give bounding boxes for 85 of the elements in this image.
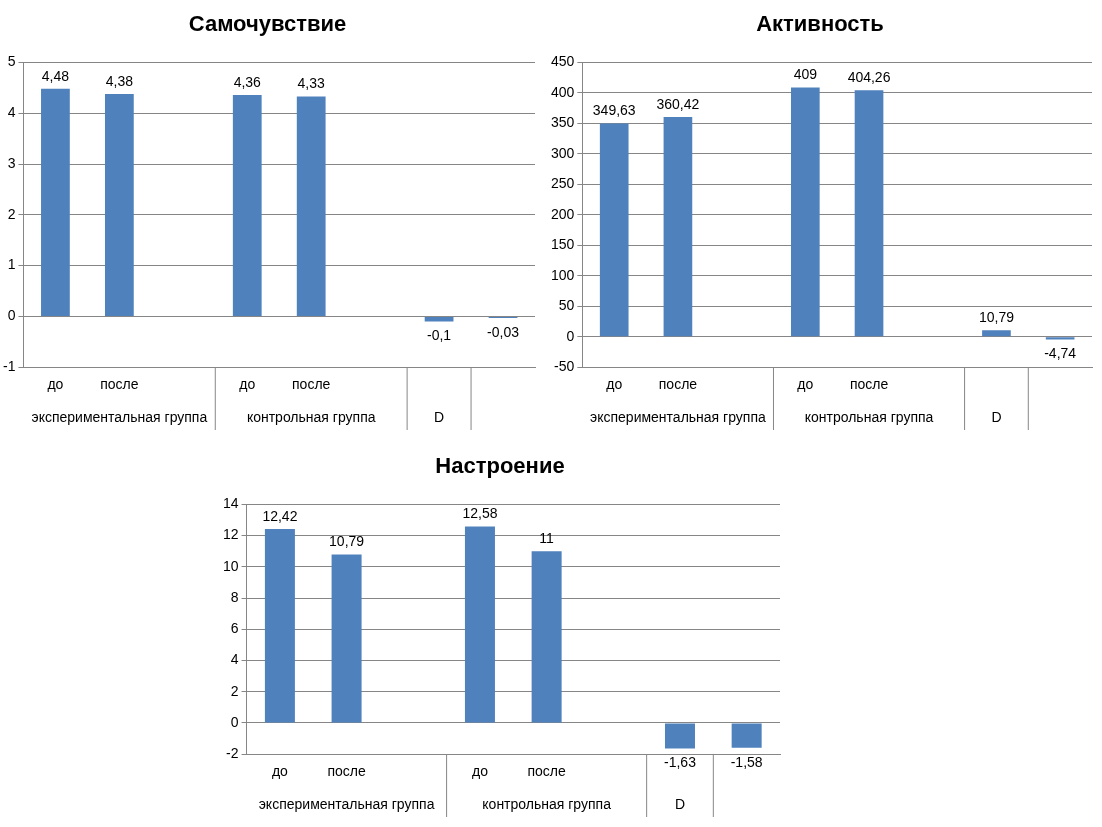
y-tick-label: 4 xyxy=(7,104,16,121)
bar xyxy=(1045,337,1075,340)
bar xyxy=(790,87,820,337)
bar xyxy=(41,88,70,316)
bar xyxy=(104,93,134,316)
data-label: 4,33 xyxy=(297,75,326,92)
bar xyxy=(982,330,1011,337)
x-tick-label: после xyxy=(658,376,698,393)
data-label: 10,79 xyxy=(978,309,1015,325)
bar xyxy=(331,554,362,723)
bar xyxy=(296,96,326,316)
text: контрольная группа xyxy=(246,408,376,425)
y-tick-label: 250 xyxy=(551,175,575,192)
data-label: 10,79 xyxy=(329,533,365,550)
data-label: 12,42 xyxy=(262,507,298,524)
data-label: 4,38 xyxy=(105,72,134,89)
data-label: -4,74 xyxy=(1044,345,1077,362)
y-tick-label: 0 xyxy=(230,713,239,730)
text: D xyxy=(674,795,686,812)
x-tick-label: до xyxy=(606,376,623,393)
data-label: 360,42 xyxy=(656,95,700,112)
text: экспериментальная группа xyxy=(31,408,208,425)
data-label: 349,63 xyxy=(592,102,636,119)
x-tick-label: после xyxy=(849,376,889,393)
y-tick-label: 50 xyxy=(558,297,575,314)
bar xyxy=(731,723,762,748)
x-tick-label: до xyxy=(47,376,64,393)
data-label: 12,58 xyxy=(462,505,498,522)
x-tick-label: после xyxy=(292,376,331,393)
y-tick-label: 0 xyxy=(7,307,16,324)
bar xyxy=(599,123,629,337)
y-tick-label: 3 xyxy=(7,154,16,171)
y-tick-label: -1 xyxy=(3,358,16,375)
y-tick-label: 400 xyxy=(551,83,575,100)
y-tick-label: 4 xyxy=(230,651,239,668)
chart-title: Самочувствие xyxy=(188,11,347,37)
y-tick-label: 100 xyxy=(551,266,575,283)
text: контрольная группа xyxy=(804,408,934,425)
bar xyxy=(664,723,695,749)
data-label: -0,1 xyxy=(427,327,452,344)
data-label: 404,26 xyxy=(847,69,891,86)
text: D xyxy=(434,408,445,425)
bar xyxy=(854,90,884,337)
text: экспериментальная группа xyxy=(590,408,766,425)
x-tick-label: после xyxy=(527,763,566,780)
bar xyxy=(531,551,562,723)
y-tick-label: -50 xyxy=(554,358,575,375)
bar xyxy=(264,529,295,723)
x-tick-label: после xyxy=(327,763,366,780)
y-tick-label: 12 xyxy=(222,526,239,543)
y-tick-label: 300 xyxy=(551,144,575,161)
y-tick-label: 2 xyxy=(230,682,239,699)
y-tick-label: 14 xyxy=(222,495,239,512)
y-tick-label: 1 xyxy=(7,256,16,273)
x-tick-label: до xyxy=(239,376,256,393)
y-tick-label: 6 xyxy=(230,620,239,637)
x-tick-label: до xyxy=(797,376,814,393)
y-tick-label: 150 xyxy=(551,236,575,253)
bar xyxy=(663,117,693,337)
x-tick-label: после xyxy=(100,376,139,393)
y-tick-label: 2 xyxy=(7,205,16,222)
y-tick-label: -2 xyxy=(226,745,239,762)
text: контрольная группа xyxy=(482,795,612,812)
data-label: 4,36 xyxy=(233,73,262,90)
data-label: -1,63 xyxy=(664,754,697,771)
y-tick-label: 350 xyxy=(551,114,575,131)
y-tick-label: 5 xyxy=(7,53,16,70)
bar xyxy=(232,94,262,316)
y-tick-label: 450 xyxy=(551,53,575,70)
data-label: -1,58 xyxy=(730,753,763,770)
y-tick-label: 10 xyxy=(222,557,239,574)
data-label: 409 xyxy=(793,66,818,83)
y-tick-label: 0 xyxy=(566,327,575,344)
chart-title: Активность xyxy=(756,11,884,37)
text: D xyxy=(991,408,1002,425)
chart-title: Настроение xyxy=(435,453,565,479)
x-tick-label: до xyxy=(271,763,289,780)
y-tick-label: 200 xyxy=(551,205,575,222)
y-tick-label: 8 xyxy=(230,588,239,605)
data-label: 11 xyxy=(539,530,555,547)
data-label: -0,03 xyxy=(487,323,520,340)
bar xyxy=(464,526,495,723)
text: экспериментальная группа xyxy=(258,795,435,812)
data-label: 4,48 xyxy=(41,67,70,84)
x-tick-label: до xyxy=(471,763,489,780)
